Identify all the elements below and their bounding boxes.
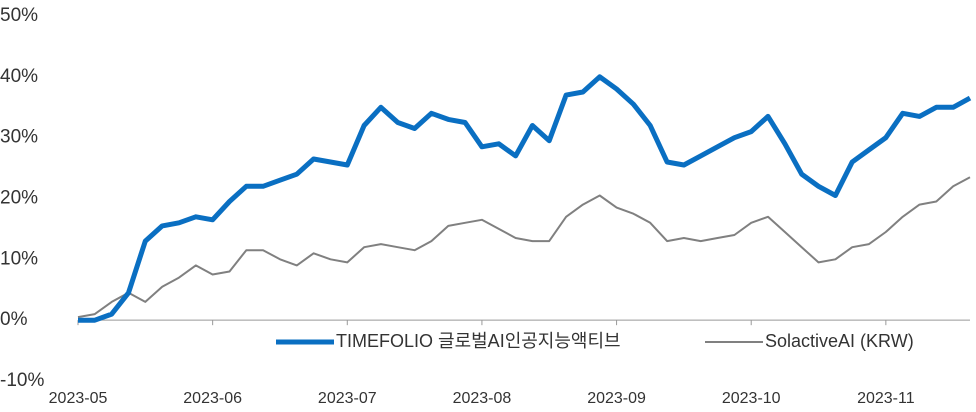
y-tick-label: 30% (0, 127, 38, 148)
x-tick-label: 2023-11 (857, 390, 915, 407)
legend-label: SolactiveAI (KRW) (765, 331, 914, 351)
x-tick-label: 2023-07 (318, 390, 377, 407)
y-tick-label: 10% (0, 248, 38, 269)
y-tick-label: 20% (0, 188, 38, 209)
y-tick-label: -10% (0, 370, 44, 391)
series-line (78, 74, 972, 323)
x-tick-label: 2023-09 (587, 390, 646, 407)
y-tick-label: 0% (0, 309, 28, 330)
y-tick-label: 50% (0, 5, 38, 26)
x-tick-label: 2023-10 (722, 390, 781, 407)
x-tick-label: 2023-05 (49, 390, 108, 407)
series-line (77, 176, 971, 319)
legend-label: TIMEFOLIO 글로벌AI인공지능액티브 (336, 331, 621, 351)
y-tick-label: 40% (0, 66, 38, 87)
x-tick-label: 2023-06 (183, 390, 242, 407)
x-tick-label: 2023-08 (453, 390, 512, 407)
